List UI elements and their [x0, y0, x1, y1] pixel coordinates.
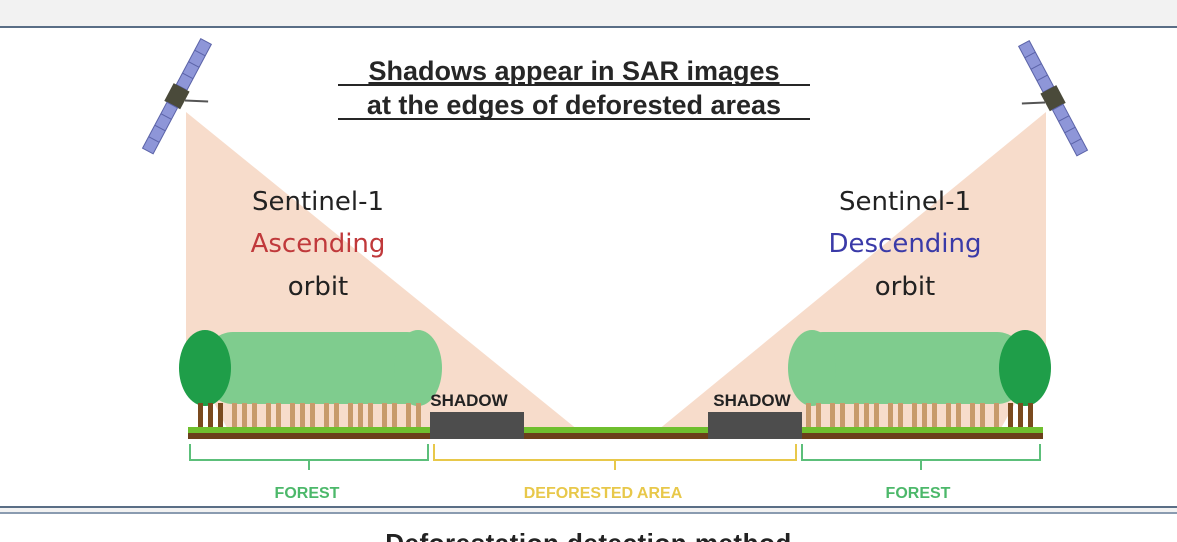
right-orbit-direction: Descending: [828, 229, 981, 259]
right-forest-bracket: [802, 444, 1040, 470]
left-shadow-label: SHADOW: [430, 391, 508, 410]
left-orbit-direction: Ascending: [251, 229, 386, 259]
deforested-bracket: [434, 444, 796, 470]
left-orbit-suffix: orbit: [288, 272, 349, 302]
deforested-area-label: DEFORESTED AREA: [524, 485, 683, 502]
ground-soil: [188, 433, 1043, 439]
left-satellite-name: Sentinel-1: [252, 187, 384, 217]
right-shadow-area: [708, 412, 802, 439]
right-satellite-name: Sentinel-1: [839, 187, 971, 217]
left-forest-label: FOREST: [275, 485, 340, 502]
diagram-title-line-2: at the edges of deforested areas: [367, 90, 781, 120]
left-shadow-area: [430, 412, 524, 439]
sar-shadow-diagram: Shadows appear in SAR images at the edge…: [0, 28, 1177, 506]
right-orbit-suffix: orbit: [875, 272, 936, 302]
top-bar: [0, 0, 1177, 26]
next-section-panel: Deforestation detection method: [0, 514, 1177, 542]
ground-surface: [188, 427, 1043, 433]
left-forest-bracket: [190, 444, 428, 470]
diagram-panel: Shadows appear in SAR images at the edge…: [0, 26, 1177, 508]
diagram-title-line-1: Shadows appear in SAR images: [368, 56, 779, 86]
right-forest-label: FOREST: [886, 485, 951, 502]
next-section-title: Deforestation detection method: [0, 528, 1177, 542]
right-shadow-label: SHADOW: [713, 391, 791, 410]
